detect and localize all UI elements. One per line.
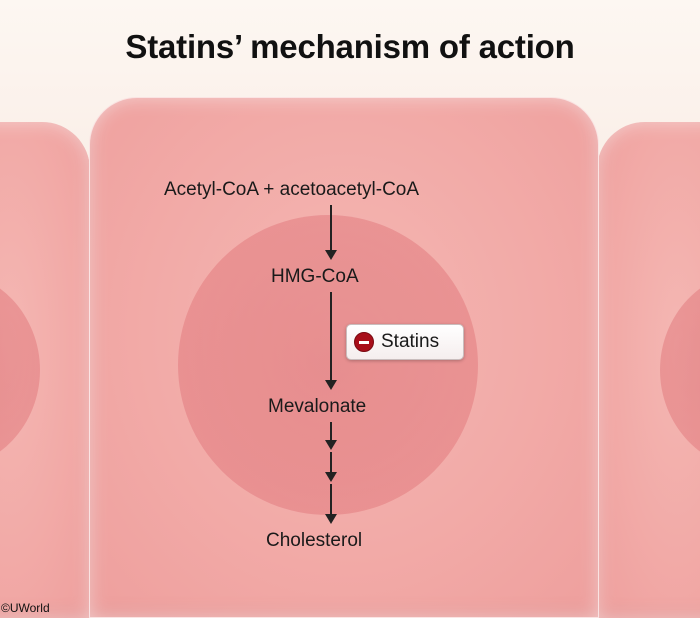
minus-circle-icon [354, 332, 374, 352]
hepatocyte-nucleus [178, 215, 478, 515]
page-title: Statins’ mechanism of action [125, 28, 575, 65]
arrowhead-3 [325, 440, 337, 450]
arrowhead-4 [325, 472, 337, 482]
pathway-mevalonate: Mevalonate [268, 396, 367, 417]
pathway-hmg-coa: HMG-CoA [271, 266, 359, 287]
arrowhead-1 [325, 250, 337, 260]
pathway-cholesterol: Cholesterol [266, 530, 363, 551]
statins-label: Statins [381, 331, 440, 352]
arrowhead-5 [325, 514, 337, 524]
arrowhead-2 [325, 380, 337, 390]
statins-inhibitor-box: Statins [346, 324, 464, 360]
copyright-notice: ©UWorld [1, 601, 50, 615]
pathway-substrate: Acetyl-CoA + acetoacetyl-CoA [164, 179, 420, 200]
